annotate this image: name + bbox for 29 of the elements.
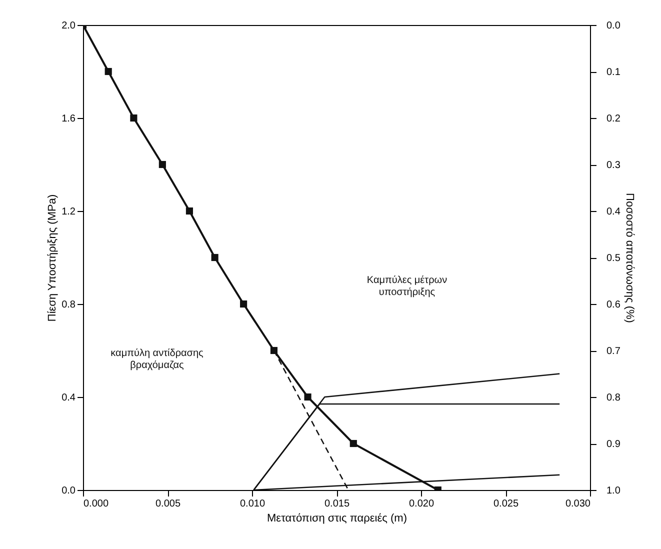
y-tick-label: 2.0 xyxy=(62,20,76,32)
x-axis-title: Μετατόπιση στις παρειές (m) xyxy=(266,512,408,524)
y-tick-label: 0.0 xyxy=(62,486,76,496)
y-axis-title: Πίεση Υποστήριξης (MPa) xyxy=(46,194,59,322)
y2-tick-label: 0.5 xyxy=(606,253,621,264)
y2-tick-label: 0.1 xyxy=(606,67,621,78)
y2-tick-label: 0.8 xyxy=(606,392,621,404)
x-tick-label: 0.000 xyxy=(84,498,109,510)
annotation: καμπύλη αντίδρασης βραχόμαζας xyxy=(110,348,204,371)
x-tick-label: 0.030 xyxy=(565,498,591,510)
y2-tick-label: 0.0 xyxy=(606,20,621,32)
x-tick-label: 0.005 xyxy=(155,498,181,510)
y-tick-label: 0.4 xyxy=(62,392,76,404)
y2-tick-label: 1.0 xyxy=(606,486,621,496)
y-tick-label: 1.2 xyxy=(62,206,76,218)
y2-tick-label: 0.4 xyxy=(606,206,621,218)
annotation: Καμπύλες μέτρων υποστήριξης xyxy=(366,275,448,298)
y-tick-label: 0.8 xyxy=(62,300,76,310)
y2-tick-label: 0.3 xyxy=(606,160,621,171)
x-tick-label: 0.025 xyxy=(493,498,519,510)
x-tick-label: 0.010 xyxy=(240,498,266,510)
x-tick-label: 0.020 xyxy=(408,498,434,510)
y2-tick-label: 0.7 xyxy=(606,346,621,357)
y-tick-label: 1.6 xyxy=(62,114,76,124)
y2-tick-label: 0.2 xyxy=(606,114,621,124)
y2-tick-label: 0.9 xyxy=(606,439,621,450)
y2-axis-title: Ποσοστό αποτόνωσης (%) xyxy=(623,193,636,323)
x-tick-label: 0.015 xyxy=(324,498,350,510)
y2-tick-label: 0.6 xyxy=(606,300,621,310)
